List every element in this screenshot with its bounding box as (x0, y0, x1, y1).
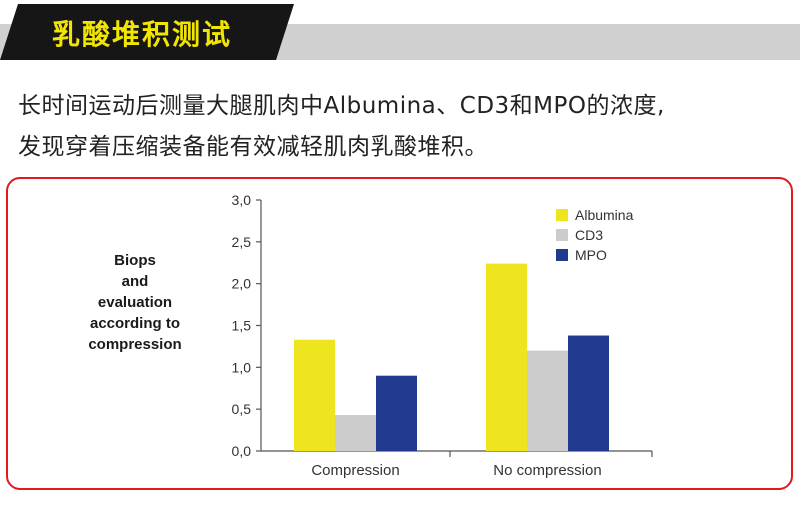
legend-label-mpo: MPO (575, 247, 607, 263)
y-tick-label: 0,0 (232, 443, 252, 459)
description-line-2: 发现穿着压缩装备能有效减轻肌肉乳酸堆积。 (18, 134, 488, 160)
legend-swatch-mpo (556, 249, 568, 261)
y-tick-label: 1,0 (232, 359, 252, 375)
y-tick-label: 1,5 (232, 318, 252, 334)
y-tick-label: 0,5 (232, 401, 252, 417)
x-tick-label: Compression (311, 462, 399, 479)
bar-albumina-0 (294, 339, 335, 451)
header-tab (0, 4, 294, 60)
y-tick-label: 3,0 (232, 192, 252, 208)
x-tick-label: No compression (493, 462, 601, 479)
description-line-1: 长时间运动后测量大腿肌肉中Albumina、CD3和MPO的浓度, (18, 93, 665, 119)
page-title: 乳酸堆积测试 (52, 18, 233, 51)
y-tick-label: 2,5 (232, 234, 252, 250)
bar-cd3-1 (527, 350, 568, 451)
y-tick-label: 2,0 (232, 276, 252, 292)
legend-label-albumina: Albumina (575, 207, 634, 223)
bar-albumina-1 (486, 263, 527, 451)
legend-swatch-cd3 (556, 229, 568, 241)
legend-swatch-albumina (556, 209, 568, 221)
legend-label-cd3: CD3 (575, 227, 603, 243)
bar-cd3-0 (335, 415, 376, 451)
bar-mpo-1 (568, 335, 609, 451)
y-axis-label: Biops and evaluation according to compre… (88, 252, 182, 353)
bar-mpo-0 (376, 375, 417, 451)
